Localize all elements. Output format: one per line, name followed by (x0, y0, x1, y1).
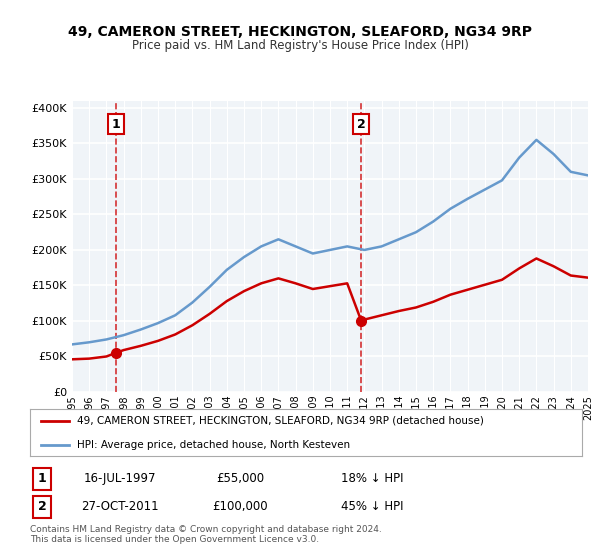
Text: 49, CAMERON STREET, HECKINGTON, SLEAFORD, NG34 9RP (detached house): 49, CAMERON STREET, HECKINGTON, SLEAFORD… (77, 416, 484, 426)
Text: 2: 2 (357, 118, 365, 130)
Text: Contains HM Land Registry data © Crown copyright and database right 2024.
This d: Contains HM Land Registry data © Crown c… (30, 525, 382, 544)
Text: 49, CAMERON STREET, HECKINGTON, SLEAFORD, NG34 9RP: 49, CAMERON STREET, HECKINGTON, SLEAFORD… (68, 25, 532, 39)
Text: £100,000: £100,000 (212, 500, 268, 514)
Text: 16-JUL-1997: 16-JUL-1997 (84, 472, 156, 486)
Text: HPI: Average price, detached house, North Kesteven: HPI: Average price, detached house, Nort… (77, 440, 350, 450)
Text: 18% ↓ HPI: 18% ↓ HPI (341, 472, 403, 486)
Text: Price paid vs. HM Land Registry's House Price Index (HPI): Price paid vs. HM Land Registry's House … (131, 39, 469, 52)
Text: 45% ↓ HPI: 45% ↓ HPI (341, 500, 403, 514)
Text: 27-OCT-2011: 27-OCT-2011 (81, 500, 159, 514)
Text: 1: 1 (38, 472, 46, 486)
Text: £55,000: £55,000 (216, 472, 264, 486)
Text: 2: 2 (38, 500, 46, 514)
Text: 1: 1 (112, 118, 120, 130)
